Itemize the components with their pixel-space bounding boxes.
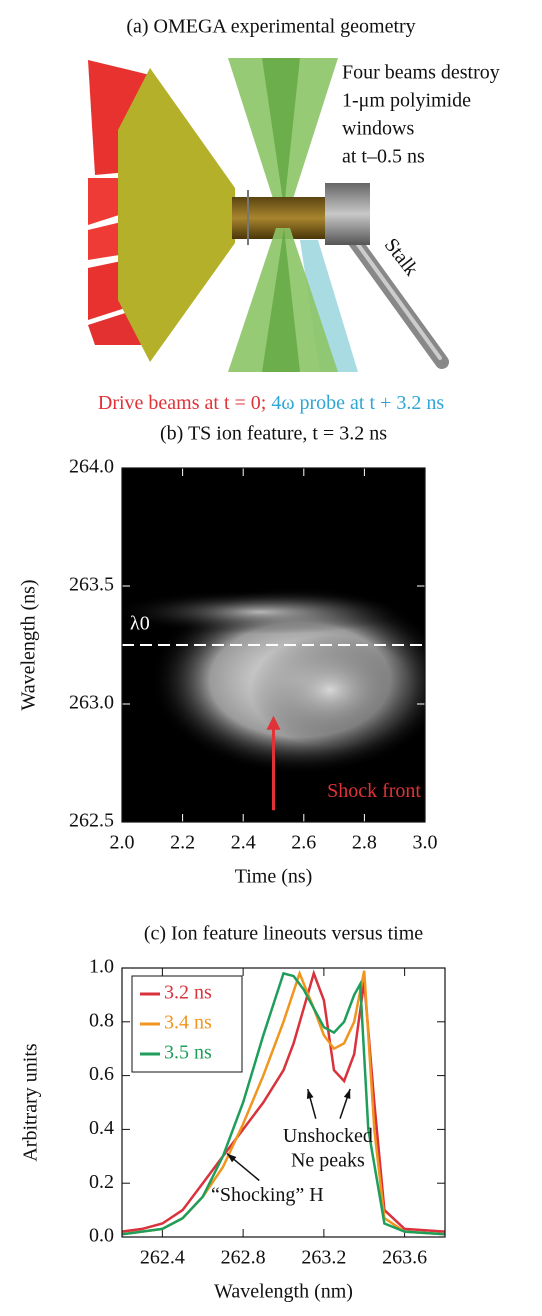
- annotation: Unshocked: [283, 1125, 373, 1147]
- y-tick-label: 0.0: [89, 1225, 114, 1247]
- plot-frame: [121, 967, 446, 1238]
- y-axis-label: Wavelength (ns): [18, 579, 40, 710]
- note-line: Four beams destroy: [342, 62, 500, 84]
- reference-label: λ0: [130, 613, 150, 635]
- x-tick-label: 2.8: [352, 832, 377, 854]
- y-tick-label: 1.0: [89, 956, 114, 978]
- chart-title: (c) Ion feature lineouts versus time: [144, 923, 423, 945]
- annotation-arrowhead: [306, 1089, 314, 1100]
- legend-label: 3.5 ns: [164, 1042, 212, 1064]
- note-line: windows: [342, 118, 414, 140]
- chart-title: (b) TS ion feature, t = 3.2 ns: [160, 423, 387, 445]
- y-tick-label: 0.4: [89, 1117, 114, 1139]
- y-tick-label: 263.5: [69, 574, 114, 596]
- x-tick-label: 262.8: [221, 1247, 266, 1269]
- note-line: at t–0.5 ns: [342, 146, 425, 168]
- caption-probe: 4ω probe at t + 3.2 ns: [271, 392, 444, 414]
- geometry-diagram: [88, 58, 449, 372]
- legend-box: [131, 975, 243, 1073]
- x-tick-label: 2.0: [110, 832, 135, 854]
- plot-frame: [121, 467, 426, 823]
- y-tick-label: 264.0: [69, 456, 114, 478]
- x-tick-label: 2.2: [170, 832, 195, 854]
- x-tick-label: 263.2: [301, 1247, 346, 1269]
- y-tick-label: 263.0: [69, 692, 114, 714]
- x-axis-label: Time (ns): [235, 866, 313, 888]
- legend-label: 3.2 ns: [164, 982, 212, 1004]
- y-tick-label: 0.8: [89, 1009, 114, 1031]
- y-tick-label: 262.5: [69, 810, 114, 832]
- annotation: “Shocking” H: [211, 1184, 324, 1206]
- annotation-arrowhead: [226, 1153, 237, 1163]
- arrow-label: Shock front: [327, 780, 421, 802]
- legend-label: 3.4 ns: [164, 1012, 212, 1034]
- annotation-arrowhead: [343, 1089, 351, 1100]
- y-axis-label: Arbitrary units: [20, 1043, 42, 1162]
- caption: Drive beams at t = 0; 4ω probe at t + 3.…: [98, 392, 444, 414]
- panel-a-title: (a) OMEGA experimental geometry: [126, 16, 415, 38]
- x-tick-label: 3.0: [413, 832, 438, 854]
- x-tick-label: 2.6: [291, 832, 316, 854]
- arrow-head: [266, 715, 281, 730]
- note-line: 1-μm polyimide: [342, 90, 471, 112]
- y-tick-label: 0.6: [89, 1063, 114, 1085]
- caption-drive: Drive beams at t = 0;: [98, 392, 271, 414]
- x-tick-label: 262.4: [140, 1247, 185, 1269]
- annotation: Ne peaks: [291, 1149, 365, 1171]
- x-tick-label: 2.4: [231, 832, 256, 854]
- x-axis-label: Wavelength (nm): [214, 1281, 353, 1303]
- x-tick-label: 263.6: [382, 1247, 427, 1269]
- series-line: [121, 971, 446, 1236]
- y-tick-label: 0.2: [89, 1171, 114, 1193]
